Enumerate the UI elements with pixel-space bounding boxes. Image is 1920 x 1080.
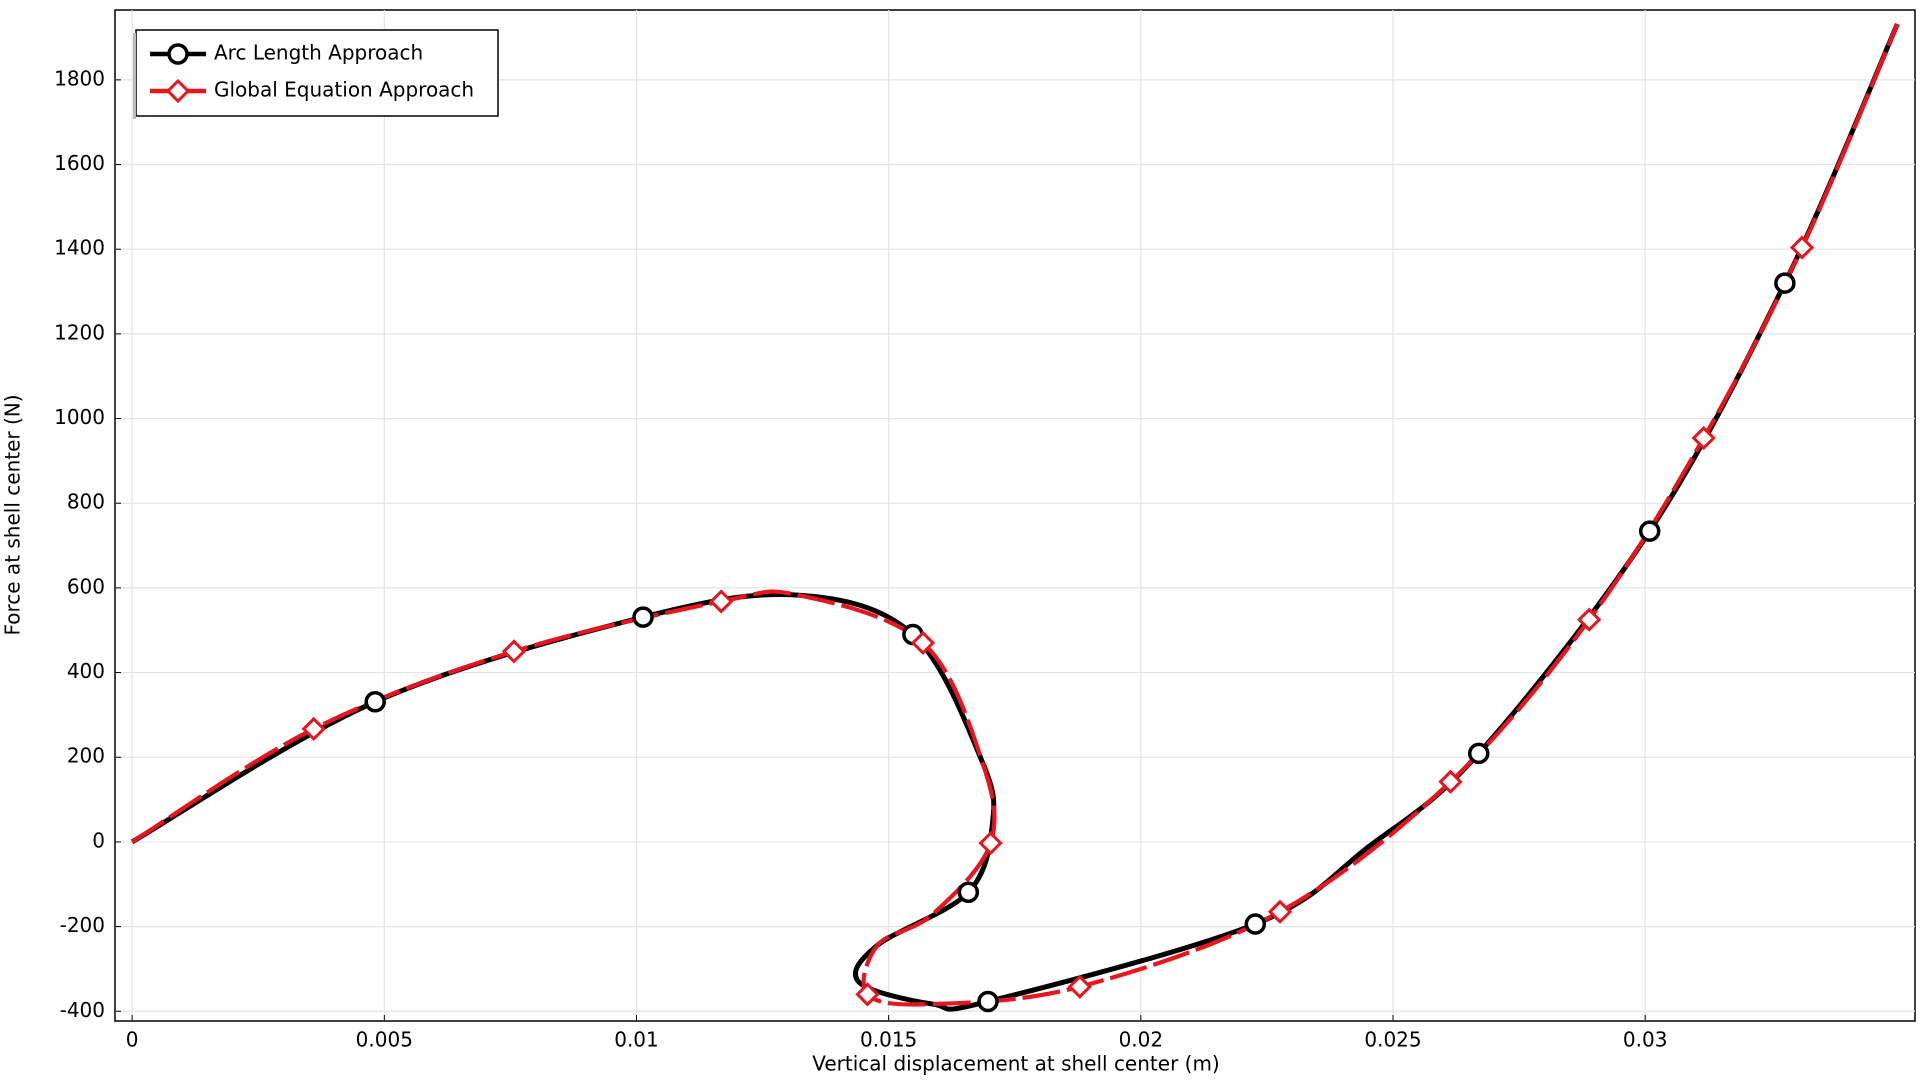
legend-label: Global Equation Approach [214, 78, 474, 102]
legend-shadow [133, 33, 136, 119]
y-tick-label: 800 [67, 490, 105, 514]
y-tick-label: 1200 [54, 320, 105, 344]
plot-frame [114, 9, 1916, 1022]
y-tick-label: -400 [60, 998, 105, 1022]
marker [1267, 899, 1293, 924]
x-tick-label: 0 [126, 1028, 139, 1052]
y-axis-label: Force at shell center (N) [1, 394, 25, 635]
y-tick-label: 600 [67, 574, 105, 598]
y-tick-label: 0 [92, 828, 105, 852]
marker [855, 982, 880, 1007]
marker [1467, 742, 1490, 765]
marker [1774, 272, 1796, 294]
marker [977, 990, 999, 1013]
y-tick-label: 1400 [54, 236, 105, 260]
marker [1067, 974, 1092, 999]
x-tick-label: 0.01 [614, 1028, 659, 1052]
marker [1438, 769, 1463, 794]
marker [1638, 520, 1661, 542]
series-line [131, 23, 1900, 1007]
legend-box [135, 29, 499, 117]
grid: 0 0.005 0.01 0.015 0.02 0.025 0.03 -400 -200 0 200… [54, 10, 1915, 1052]
plot-area [130, 22, 1900, 1013]
y-tick-label: 1600 [54, 151, 105, 175]
marker [501, 639, 527, 664]
marker [1789, 235, 1815, 260]
x-tick-label: 0.03 [1623, 1028, 1668, 1052]
marker [709, 589, 734, 614]
y-tick-label: 1000 [54, 405, 105, 429]
y-tick-label: 200 [67, 744, 105, 768]
marker [957, 881, 980, 904]
series-line [130, 22, 1900, 1012]
y-tick-label: 400 [67, 659, 105, 683]
legend-marker [165, 78, 191, 104]
marker [632, 606, 654, 628]
x-axis-label: Vertical displacement at shell center (m… [812, 1052, 1219, 1076]
marker [978, 831, 1003, 856]
marker [1577, 607, 1602, 632]
marker [910, 630, 936, 656]
marker [1244, 913, 1267, 935]
y-tick-label: -200 [60, 913, 105, 937]
marker [364, 691, 386, 713]
marker [1691, 425, 1716, 451]
x-tick-label: 0.005 [356, 1028, 413, 1052]
x-tick-label: 0.025 [1364, 1028, 1421, 1052]
x-tick-label: 0.02 [1119, 1028, 1164, 1052]
marker [301, 716, 326, 741]
legend-marker [167, 43, 189, 65]
y-tick-label: 1800 [54, 66, 105, 90]
legend: Arc Length Approach Global Equation Appro… [133, 29, 499, 119]
legend-label: Arc Length Approach [214, 41, 423, 65]
x-tick-label: 0.015 [860, 1028, 917, 1052]
